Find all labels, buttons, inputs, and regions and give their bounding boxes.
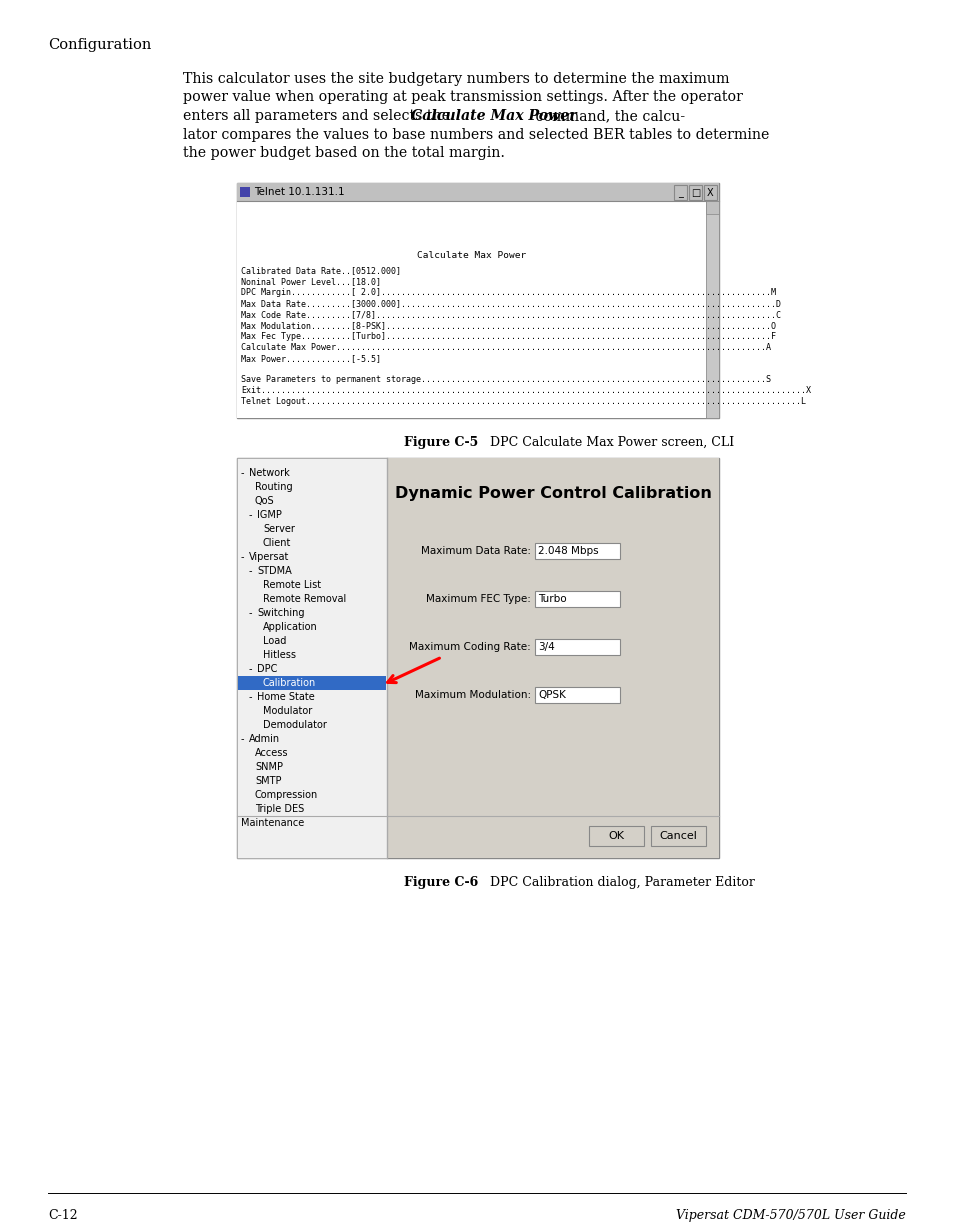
Text: Figure C-5: Figure C-5 — [403, 436, 477, 449]
Text: C-12: C-12 — [48, 1209, 77, 1222]
Text: -: - — [249, 609, 253, 618]
Text: Noninal Power Level...[18.0]: Noninal Power Level...[18.0] — [241, 277, 380, 286]
Text: X: X — [706, 188, 713, 198]
Bar — [705, 201, 719, 418]
Text: -: - — [241, 467, 244, 479]
Bar — [588, 826, 643, 845]
Text: Vipersat CDM-570/570L User Guide: Vipersat CDM-570/570L User Guide — [676, 1209, 905, 1222]
Bar — [236, 458, 387, 858]
Text: Demodulator: Demodulator — [263, 720, 327, 730]
Text: Switching: Switching — [256, 609, 304, 618]
Text: Dynamic Power Control Calibration: Dynamic Power Control Calibration — [395, 486, 711, 501]
Text: STDMA: STDMA — [256, 566, 292, 575]
Bar — [535, 639, 619, 655]
Bar — [387, 458, 719, 858]
Text: _: _ — [678, 188, 682, 198]
Text: DPC Calculate Max Power screen, CLI: DPC Calculate Max Power screen, CLI — [477, 436, 734, 449]
Text: Maximum Modulation:: Maximum Modulation: — [415, 690, 531, 699]
Bar — [673, 185, 686, 200]
Text: Telnet 10.1.131.1: Telnet 10.1.131.1 — [253, 187, 344, 198]
Bar — [236, 458, 719, 858]
Text: 2.048 Mbps: 2.048 Mbps — [537, 546, 598, 556]
Text: Compression: Compression — [254, 790, 318, 800]
Text: -: - — [241, 734, 244, 744]
Text: Hitless: Hitless — [263, 650, 295, 660]
Text: Max Power.............[-5.5]: Max Power.............[-5.5] — [241, 355, 380, 363]
Bar — [240, 187, 250, 198]
Bar — [535, 591, 619, 607]
Text: 3/4: 3/4 — [537, 642, 554, 652]
Text: Access: Access — [254, 748, 288, 758]
Text: Calibrated Data Rate..[0512.000]: Calibrated Data Rate..[0512.000] — [241, 266, 400, 275]
Text: This calculator uses the site budgetary numbers to determine the maximum: This calculator uses the site budgetary … — [183, 72, 729, 86]
Text: DPC: DPC — [256, 664, 277, 674]
Text: -: - — [249, 510, 253, 520]
Text: Remote List: Remote List — [263, 580, 321, 590]
Text: Admin: Admin — [249, 734, 280, 744]
Text: Calculate Max Power.............................................................: Calculate Max Power.....................… — [241, 344, 770, 352]
Text: lator compares the values to base numbers and selected BER tables to determine: lator compares the values to base number… — [183, 128, 768, 141]
Text: Server: Server — [263, 524, 294, 534]
Bar — [237, 676, 386, 690]
Text: Network: Network — [249, 467, 290, 479]
Text: DPC Margin............[ 2.0]....................................................: DPC Margin............[ 2.0]............… — [241, 288, 775, 297]
Text: -: - — [241, 552, 244, 562]
Text: Turbo: Turbo — [537, 594, 566, 604]
Text: Maintenance: Maintenance — [241, 818, 304, 828]
Bar — [705, 201, 719, 213]
Text: SNMP: SNMP — [254, 762, 283, 772]
Text: Cancel: Cancel — [659, 831, 697, 840]
Text: power value when operating at peak transmission settings. After the operator: power value when operating at peak trans… — [183, 91, 742, 104]
Text: Home State: Home State — [256, 692, 314, 702]
Text: QPSK: QPSK — [537, 690, 565, 699]
Text: Vipersat: Vipersat — [249, 552, 289, 562]
Text: -: - — [249, 566, 253, 575]
Text: Max Modulation........[8-PSK]...................................................: Max Modulation........[8-PSK]...........… — [241, 321, 775, 330]
Text: Triple DES: Triple DES — [254, 804, 304, 814]
Text: Application: Application — [263, 622, 317, 632]
Bar — [236, 183, 719, 418]
Text: IGMP: IGMP — [256, 510, 281, 520]
Text: □: □ — [690, 188, 700, 198]
Bar — [650, 826, 705, 845]
Text: Figure C-6: Figure C-6 — [403, 876, 477, 890]
Text: Routing: Routing — [254, 482, 293, 492]
Text: Save Parameters to permanent storage............................................: Save Parameters to permanent storage....… — [241, 375, 770, 384]
Text: Maximum FEC Type:: Maximum FEC Type: — [426, 594, 531, 604]
Text: OK: OK — [608, 831, 624, 840]
Bar — [535, 687, 619, 703]
Text: Configuration: Configuration — [48, 38, 152, 52]
Bar — [703, 185, 717, 200]
Text: Calibration: Calibration — [263, 679, 315, 688]
Text: Calculate Max Power: Calculate Max Power — [411, 109, 577, 123]
Text: Telnet Logout...................................................................: Telnet Logout...........................… — [241, 398, 805, 406]
Text: Max Fec Type..........[Turbo]...................................................: Max Fec Type..........[Turbo]...........… — [241, 333, 775, 341]
Text: Modulator: Modulator — [263, 706, 312, 717]
Bar — [535, 544, 619, 560]
Text: command, the calcu-: command, the calcu- — [531, 109, 684, 123]
Text: DPC Calibration dialog, Parameter Editor: DPC Calibration dialog, Parameter Editor — [477, 876, 754, 890]
Text: -: - — [249, 664, 253, 674]
Bar — [236, 183, 719, 201]
Text: SMTP: SMTP — [254, 775, 281, 787]
Text: Max Code Rate.........[7/8].....................................................: Max Code Rate.........[7/8].............… — [241, 310, 781, 319]
Text: Maximum Coding Rate:: Maximum Coding Rate: — [409, 642, 531, 652]
Text: the power budget based on the total margin.: the power budget based on the total marg… — [183, 146, 504, 160]
Text: -: - — [249, 692, 253, 702]
Text: enters all parameters and selects the: enters all parameters and selects the — [183, 109, 454, 123]
Text: Exit............................................................................: Exit....................................… — [241, 387, 810, 395]
Bar — [236, 201, 705, 418]
Text: Remote Removal: Remote Removal — [263, 594, 346, 604]
Text: QoS: QoS — [254, 496, 274, 506]
Text: Calculate Max Power: Calculate Max Power — [416, 252, 525, 260]
Text: Max Data Rate.........[3000.000]................................................: Max Data Rate.........[3000.000]........… — [241, 299, 781, 308]
Bar — [688, 185, 701, 200]
Text: Load: Load — [263, 636, 286, 645]
Text: Maximum Data Rate:: Maximum Data Rate: — [420, 546, 531, 556]
Text: Client: Client — [263, 537, 291, 548]
